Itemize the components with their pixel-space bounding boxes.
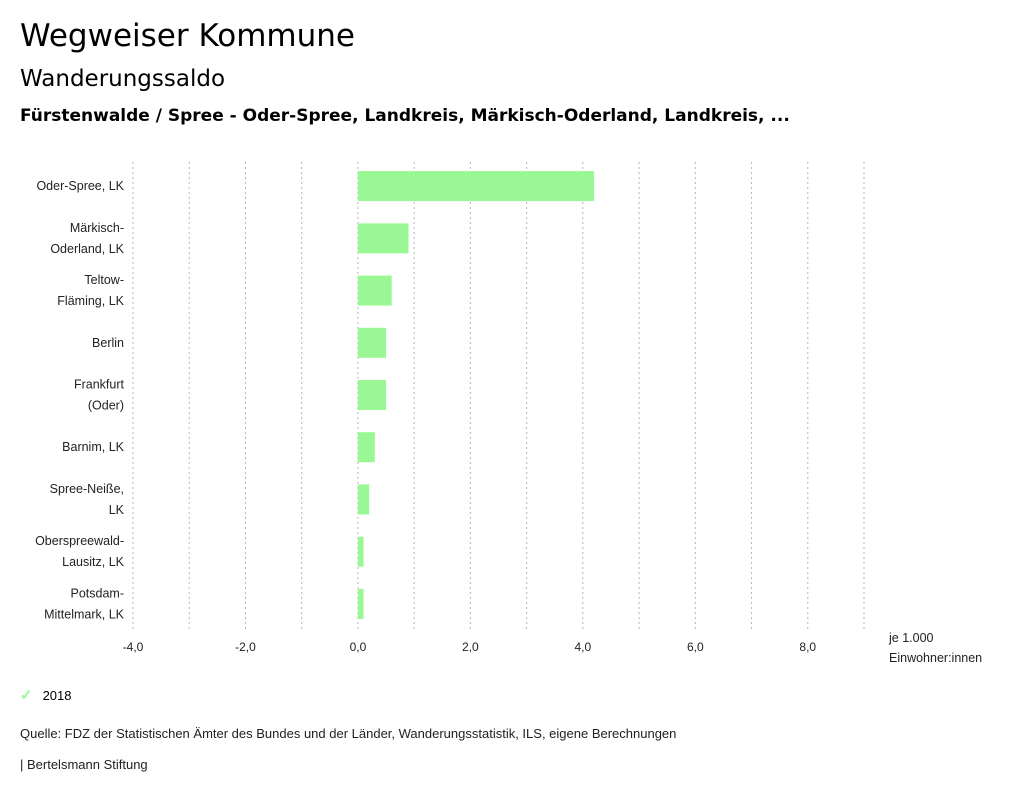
source-note: Quelle: FDZ der Statistischen Ämter des … (20, 726, 677, 741)
x-tick-label: 6,0 (687, 640, 704, 654)
x-tick-label: 2,0 (462, 640, 479, 654)
chart-subtitle: Wanderungssaldo (20, 66, 226, 92)
x-axis-unit-line-1: je 1.000 (889, 631, 934, 645)
category-label: Frankfurt (74, 378, 125, 392)
category-label: Oder-Spree, LK (36, 179, 124, 193)
category-label: Berlin (92, 336, 124, 350)
x-tick-label: 4,0 (575, 640, 592, 654)
bar[interactable] (357, 223, 409, 254)
bar[interactable] (357, 484, 370, 515)
x-tick-label: -4,0 (123, 640, 144, 654)
page-title: Wegweiser Kommune (20, 18, 355, 54)
legend-label: 2018 (42, 687, 72, 703)
category-label: Mittelmark, LK (44, 607, 125, 621)
bar[interactable] (357, 432, 375, 463)
legend-item-2018[interactable]: ✓ 2018 (20, 686, 72, 704)
check-icon: ✓ (20, 687, 33, 704)
bar[interactable] (357, 327, 387, 358)
bar[interactable] (357, 588, 364, 619)
x-axis-unit-label: je 1.000 Einwohner:innen (889, 628, 982, 668)
bar-chart: -4,0 -2,0 0,0 2,0 4,0 6,0 8,0 Oder-Spree, LK Mär… (35, 162, 865, 654)
category-label: Lausitz, LK (62, 555, 125, 569)
category-label: Potsdam- (71, 586, 125, 600)
x-tick-label: 8,0 (799, 640, 816, 654)
x-tick-label: 0,0 (350, 640, 367, 654)
category-label: LK (109, 503, 125, 517)
category-label: Oderland, LK (50, 242, 124, 256)
category-label: Fläming, LK (57, 294, 124, 308)
region-selection: Fürstenwalde / Spree - Oder-Spree, Landk… (20, 106, 790, 126)
category-label: Märkisch- (70, 221, 124, 235)
bar[interactable] (357, 536, 364, 567)
x-tick-label: -2,0 (235, 640, 256, 654)
bar[interactable] (357, 275, 392, 306)
category-label: Spree-Neiße, (50, 482, 124, 496)
x-axis-unit-line-2: Einwohner:innen (889, 651, 983, 665)
credit-note: | Bertelsmann Stiftung (20, 757, 148, 772)
bar[interactable] (357, 171, 595, 202)
category-label: (Oder) (88, 399, 124, 413)
category-label: Teltow- (84, 273, 124, 287)
bar[interactable] (357, 380, 387, 410)
category-label: Barnim, LK (62, 440, 124, 454)
category-label: Oberspreewald- (35, 534, 124, 548)
